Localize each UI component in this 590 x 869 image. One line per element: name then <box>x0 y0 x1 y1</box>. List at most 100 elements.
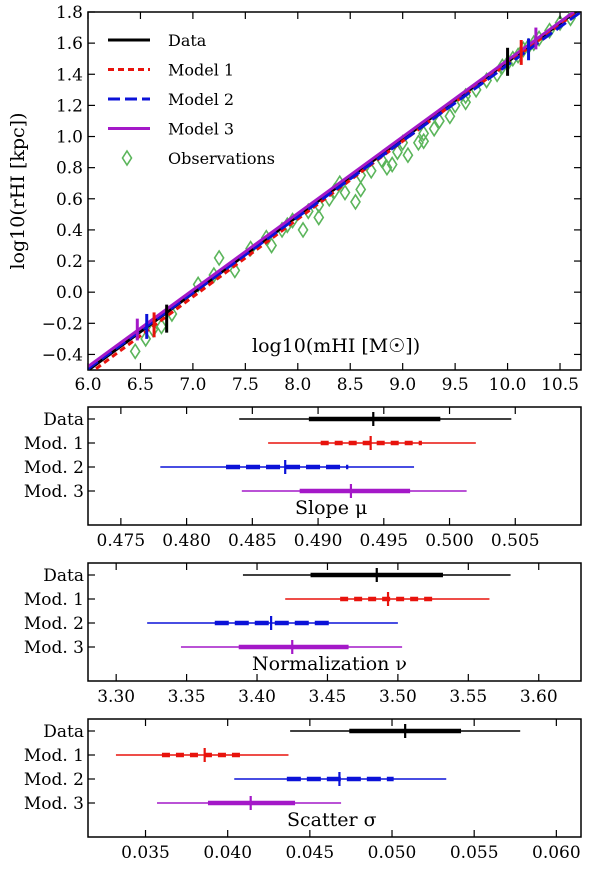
y-tick-label: 1.4 <box>56 65 83 85</box>
observation-point <box>155 317 167 335</box>
normalization-plot-frame <box>87 562 582 682</box>
main-y-ticks: −0.4 −0.2 0.0 0.2 0.4 0.6 0.8 1.0 1.2 1.4 1.6 1.8 <box>42 3 581 365</box>
observation-point <box>418 132 430 150</box>
x-tick-label: 8.0 <box>284 375 311 395</box>
slope-intervals: 0.475 0.480 0.485 0.490 0.495 0.500 0.505 Data M… <box>24 407 540 551</box>
x-tick-label: 0.505 <box>491 531 540 551</box>
observation-point <box>391 143 403 161</box>
x-tick-label: 9.5 <box>442 375 469 395</box>
x-tick-label: 0.480 <box>162 531 211 551</box>
normalization-panel: 3.30 3.35 3.40 3.45 3.50 3.55 3.60 Data Mod. 1 Mo… <box>24 562 582 707</box>
row-label: Mod. 3 <box>24 794 84 814</box>
legend-label: Observations <box>168 149 275 168</box>
fit-line-model-3 <box>88 12 577 368</box>
scatter-axis-label: Scatter σ <box>287 809 377 831</box>
observation-point <box>140 330 152 348</box>
scatter-intervals: 0.035 0.040 0.045 0.050 0.055 0.060 Data Mod. 1… <box>24 719 581 863</box>
x-tick-label: 6.0 <box>74 375 101 395</box>
legend-label: Data <box>168 31 207 50</box>
x-tick-label: 0.035 <box>121 843 170 863</box>
x-tick-label: 10.5 <box>541 375 579 395</box>
x-tick-label: 7.0 <box>179 375 206 395</box>
observation-point <box>460 93 472 111</box>
row-label: Data <box>43 722 84 742</box>
x-tick-label: 0.475 <box>97 531 146 551</box>
x-tick-label: 0.040 <box>203 843 252 863</box>
row-label: Mod. 1 <box>24 590 84 610</box>
x-tick-label: 0.485 <box>228 531 277 551</box>
x-tick-label: 3.30 <box>97 687 135 707</box>
row-label: Mod. 2 <box>24 614 84 634</box>
x-tick-label: 3.50 <box>379 687 417 707</box>
x-tick-label: 3.40 <box>238 687 276 707</box>
x-tick-label: 8.5 <box>337 375 364 395</box>
observation-point <box>266 236 278 254</box>
scatter-panel: 0.035 0.040 0.045 0.050 0.055 0.060 Data Mod. 1… <box>24 718 582 863</box>
y-tick-label: 1.8 <box>56 3 83 23</box>
main-x-axis-label: log10(mHI [M☉]) <box>252 335 420 357</box>
observation-point <box>229 261 241 279</box>
legend-label: Model 3 <box>168 120 234 139</box>
y-tick-label: −0.4 <box>42 345 83 365</box>
row-label: Data <box>43 566 84 586</box>
x-tick-label: 0.055 <box>450 843 499 863</box>
row-label: Mod. 3 <box>24 482 84 502</box>
observation-point <box>129 342 141 360</box>
normalization-intervals: 3.30 3.35 3.40 3.45 3.50 3.55 3.60 Data Mod. 1 Mo… <box>24 563 558 707</box>
x-tick-label: 3.55 <box>449 687 487 707</box>
y-tick-label: 0.4 <box>56 221 83 241</box>
legend: Data Model 1 Model 2 Model 3 Observations <box>108 31 275 168</box>
main-scatter-panel: 6.0 6.5 7.0 7.5 8.0 8.5 9.0 9.5 10.0 10.5 −0.4−0.… <box>7 3 582 395</box>
observation-point <box>402 146 414 164</box>
slope-panel: 0.475 0.480 0.485 0.490 0.495 0.500 0.505 Data M… <box>24 406 582 551</box>
y-tick-label: 1.6 <box>56 34 83 54</box>
y-tick-label: 0.2 <box>56 252 83 272</box>
x-tick-label: 0.050 <box>368 843 417 863</box>
observation-point <box>192 275 204 293</box>
observation-point <box>339 184 351 202</box>
main-x-ticks: 6.0 6.5 7.0 7.5 8.0 8.5 9.0 9.5 10.0 10.5 <box>74 12 579 395</box>
x-tick-label: 3.45 <box>309 687 347 707</box>
main-y-axis-label: log10(rHI [kpc]) <box>7 112 29 269</box>
x-tick-label: 0.045 <box>286 843 335 863</box>
normalization-axis-label: Normalization ν <box>252 653 407 675</box>
legend-marker-observations <box>121 149 133 167</box>
x-tick-label: 9.0 <box>389 375 416 395</box>
x-tick-label: 0.490 <box>294 531 343 551</box>
observation-point <box>297 221 309 239</box>
y-tick-label: 0.6 <box>56 190 83 210</box>
row-label: Mod. 1 <box>24 746 84 766</box>
x-tick-label: 3.60 <box>520 687 558 707</box>
x-tick-label: 3.35 <box>168 687 206 707</box>
observation-point <box>444 107 456 125</box>
x-tick-label: 0.060 <box>532 843 581 863</box>
row-label: Mod. 2 <box>24 458 84 478</box>
observation-point <box>365 162 377 180</box>
y-tick-label: −0.2 <box>42 314 83 334</box>
main-plot-area <box>88 12 581 370</box>
legend-label: Model 2 <box>168 90 234 109</box>
x-tick-label: 0.495 <box>359 531 408 551</box>
observation-point <box>433 112 445 130</box>
legend-label: Model 1 <box>168 61 234 80</box>
observation-point <box>381 159 393 177</box>
observation-point <box>386 156 398 174</box>
observation-point <box>213 249 225 267</box>
slope-plot-frame <box>87 406 582 526</box>
row-label: Mod. 1 <box>24 434 84 454</box>
main-plot-frame <box>87 11 582 371</box>
observation-point <box>412 134 424 152</box>
slope-axis-label: Slope μ <box>295 497 367 519</box>
observation-point <box>418 124 430 142</box>
row-label: Mod. 3 <box>24 638 84 658</box>
observation-point <box>313 208 325 226</box>
x-tick-label: 6.5 <box>127 375 154 395</box>
row-label: Mod. 2 <box>24 770 84 790</box>
fit-line-model-1 <box>91 12 580 370</box>
x-tick-label: 0.500 <box>425 531 474 551</box>
x-tick-label: 7.5 <box>232 375 259 395</box>
observation-point <box>350 193 361 211</box>
y-tick-label: 0.8 <box>56 159 83 179</box>
row-label: Data <box>43 410 84 430</box>
